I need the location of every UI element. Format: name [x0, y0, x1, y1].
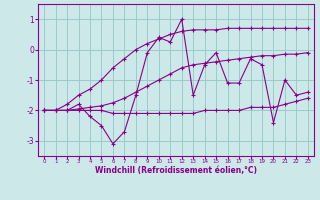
- X-axis label: Windchill (Refroidissement éolien,°C): Windchill (Refroidissement éolien,°C): [95, 166, 257, 175]
